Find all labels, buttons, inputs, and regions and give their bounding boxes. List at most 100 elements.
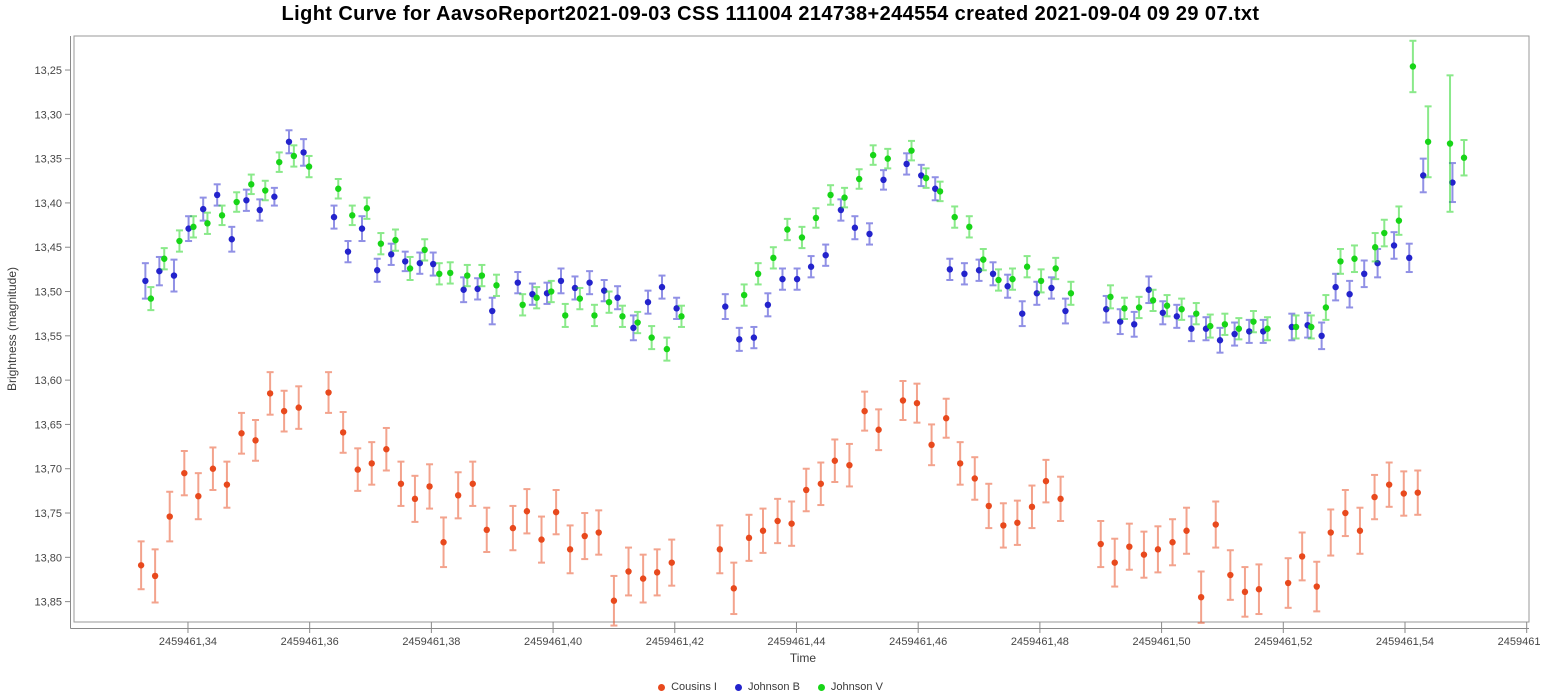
data-point — [1390, 242, 1398, 249]
data-point — [903, 160, 910, 168]
y-tick-label: 13,45 — [34, 242, 62, 254]
data-point — [754, 270, 762, 278]
data-point — [1212, 521, 1219, 528]
data-point — [469, 480, 476, 487]
data-point — [1173, 313, 1180, 320]
data-point — [1250, 318, 1257, 325]
data-point — [252, 437, 259, 444]
data-point — [956, 460, 964, 467]
data-point — [1131, 321, 1138, 328]
data-point — [349, 212, 356, 219]
data-point — [1264, 325, 1271, 332]
data-point — [1009, 275, 1016, 283]
data-point — [1062, 307, 1069, 315]
data-point — [483, 526, 490, 534]
data-point — [908, 147, 915, 154]
data-point — [793, 275, 801, 283]
data-point — [591, 312, 598, 319]
legend-label: Cousins I — [671, 681, 717, 693]
data-point — [199, 205, 207, 213]
data-point — [639, 575, 647, 582]
data-point — [653, 569, 661, 576]
data-point — [1381, 229, 1388, 237]
data-point — [181, 469, 188, 477]
data-point — [377, 240, 385, 247]
data-point — [1149, 297, 1157, 304]
data-point — [1227, 571, 1234, 579]
data-point — [363, 205, 371, 212]
data-point — [610, 597, 618, 604]
data-point — [1308, 323, 1315, 331]
data-point — [509, 524, 517, 532]
legend-item-johnson-b: Johnson B — [734, 681, 800, 693]
data-point — [1154, 546, 1162, 553]
x-tick-label: 2459461,36 — [281, 636, 339, 648]
data-point — [851, 224, 859, 231]
data-point — [137, 562, 145, 569]
data-point — [1067, 290, 1075, 297]
data-point — [1178, 306, 1185, 313]
data-point — [1460, 154, 1468, 161]
data-point — [586, 279, 593, 286]
chart-title: Light Curve for AavsoReport2021-09-03 CS… — [281, 3, 1260, 25]
data-point — [571, 284, 579, 292]
data-point — [961, 270, 968, 278]
data-point — [966, 223, 973, 231]
data-point — [460, 286, 467, 293]
data-point — [1028, 503, 1036, 511]
data-point — [918, 172, 925, 179]
data-point — [228, 236, 235, 243]
data-point — [557, 277, 565, 285]
data-point — [1126, 543, 1133, 550]
data-point — [285, 138, 293, 145]
data-point — [745, 534, 753, 542]
data-point — [358, 225, 366, 232]
data-point — [803, 486, 810, 494]
data-point — [884, 155, 891, 162]
data-point — [1207, 322, 1214, 330]
data-point — [1406, 254, 1413, 262]
x-axis-title: Time — [790, 651, 817, 665]
data-point — [416, 259, 424, 267]
data-point — [985, 502, 992, 510]
data-point — [1000, 522, 1007, 529]
data-point — [170, 272, 178, 279]
data-point — [936, 188, 944, 195]
data-point — [866, 230, 873, 238]
data-point — [195, 492, 202, 500]
data-point — [971, 475, 978, 482]
data-point — [1004, 283, 1011, 290]
data-point — [280, 407, 288, 415]
data-point — [397, 480, 405, 487]
data-point — [325, 389, 332, 396]
data-point — [262, 187, 269, 194]
data-point — [1327, 529, 1334, 536]
data-point — [290, 152, 298, 160]
data-point — [185, 225, 192, 232]
x-tick-label: 2459461,48 — [1011, 636, 1069, 648]
data-point — [1140, 551, 1148, 558]
data-point — [233, 198, 240, 206]
data-point — [519, 301, 526, 309]
x-tick-label: 2459461,40 — [524, 636, 582, 648]
data-point — [204, 220, 211, 227]
x-tick-label: 2459461,54 — [1376, 636, 1434, 648]
y-tick-label: 13,85 — [34, 597, 62, 609]
y-tick-label: 13,35 — [34, 154, 62, 166]
data-point — [330, 213, 338, 221]
data-point — [151, 572, 159, 580]
data-point — [1424, 138, 1432, 145]
data-point — [354, 466, 361, 473]
data-point — [730, 585, 738, 592]
data-point — [223, 481, 231, 488]
data-point — [630, 324, 637, 332]
data-point — [256, 206, 263, 214]
data-point — [798, 234, 806, 241]
data-point — [374, 267, 381, 274]
data-point — [817, 480, 825, 487]
data-point — [533, 294, 540, 301]
data-point — [774, 517, 781, 525]
y-tick-label: 13,60 — [34, 375, 62, 387]
data-point — [673, 305, 680, 312]
data-point — [436, 270, 443, 278]
